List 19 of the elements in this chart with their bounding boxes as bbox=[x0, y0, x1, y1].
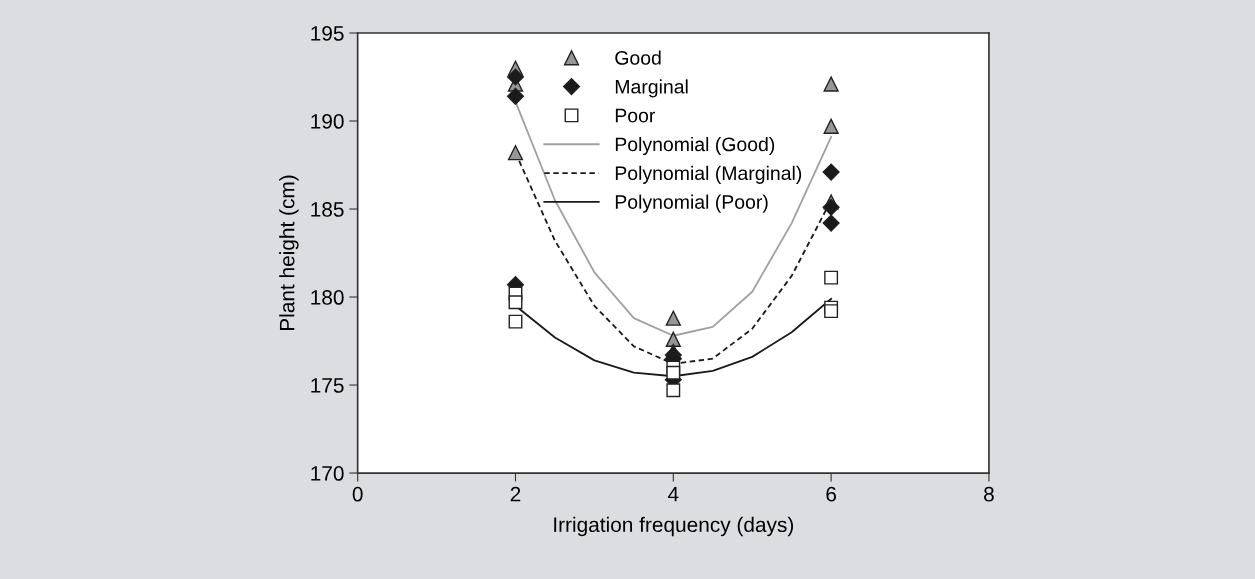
y-tick-label: 190 bbox=[311, 114, 344, 129]
legend-label: Polynomial (Marginal) bbox=[615, 165, 802, 184]
legend-label: Polynomial (Poor) bbox=[615, 194, 768, 213]
y-tick-label: 180 bbox=[311, 290, 344, 305]
x-tick-label: 8 bbox=[984, 486, 994, 502]
x-tick-label: 0 bbox=[352, 486, 363, 502]
legend-label: Poor bbox=[615, 108, 656, 123]
legend-label: Marginal bbox=[615, 79, 688, 98]
x-tick-label: 4 bbox=[667, 487, 679, 502]
y-tick-label: 170 bbox=[311, 466, 344, 481]
x-axis-title: Irrigation frequency (days) bbox=[554, 516, 794, 537]
x-tick-label: 2 bbox=[510, 486, 521, 502]
y-tick-label: 195 bbox=[311, 26, 344, 41]
y-tick-label: 175 bbox=[311, 378, 344, 393]
y-axis-title: Plant height (cm) bbox=[279, 175, 299, 331]
y-tick-label: 185 bbox=[311, 202, 344, 217]
legend-label: Good bbox=[615, 50, 661, 65]
legend-label: Polynomial (Good) bbox=[615, 136, 775, 156]
x-tick-label: 6 bbox=[826, 486, 836, 502]
